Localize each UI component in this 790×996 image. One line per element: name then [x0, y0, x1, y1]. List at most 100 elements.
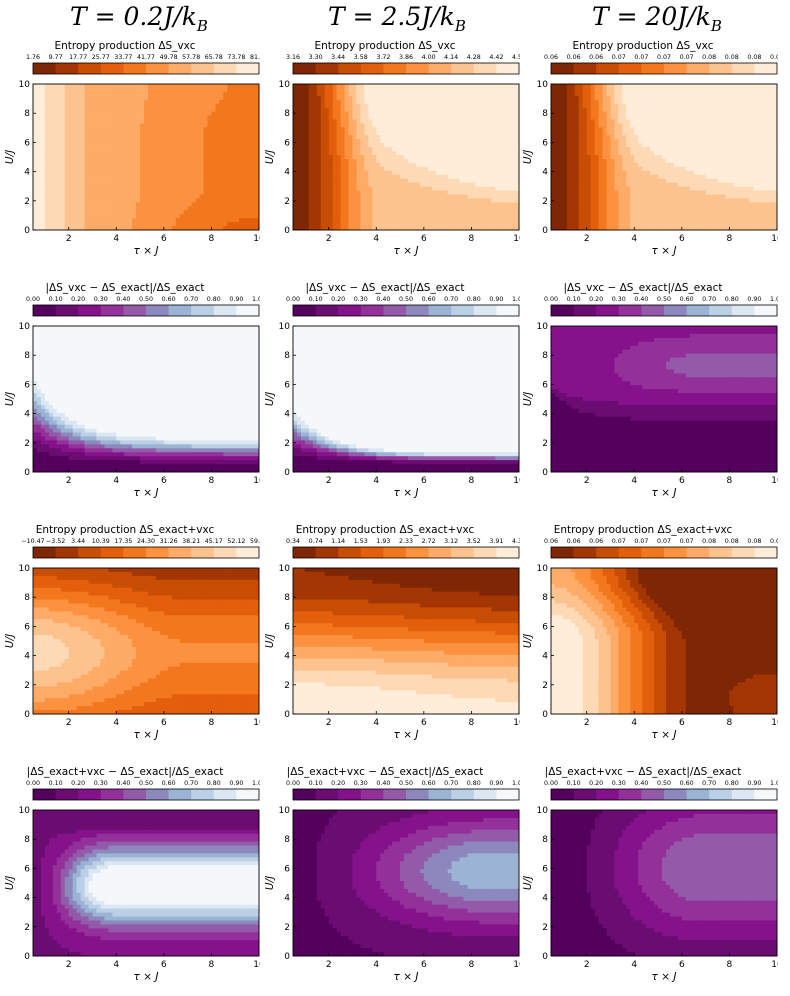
heatmap-cell: [136, 120, 140, 124]
heatmap-cell: [192, 131, 196, 135]
heatmap-cell: [757, 92, 761, 96]
heatmap-cell: [364, 143, 368, 147]
heatmap-cell: [251, 120, 255, 124]
heatmap-cell: [239, 143, 243, 147]
heatmap-cell: [607, 104, 611, 108]
heatmap-cell: [333, 131, 337, 135]
heatmap-cell: [642, 84, 646, 88]
heatmap-cell: [769, 112, 773, 116]
heatmap-cell: [309, 151, 313, 155]
heatmap-cell: [352, 112, 356, 116]
heatmap-cell: [92, 179, 96, 183]
heatmap-cell: [168, 120, 172, 124]
heatmap-cell: [144, 131, 148, 135]
heatmap-cell: [388, 191, 392, 195]
heatmap-cell: [33, 127, 37, 131]
heatmap-cell: [622, 96, 626, 100]
heatmap-cell: [444, 171, 448, 175]
heatmap-cell: [207, 100, 211, 104]
heatmap-cell: [243, 187, 247, 191]
heatmap-cell: [456, 131, 460, 135]
heatmap-cell: [293, 139, 297, 143]
heatmap-cell: [160, 218, 164, 222]
heatmap-cell: [37, 108, 41, 112]
heatmap-cell: [152, 187, 156, 191]
heatmap-cell: [503, 163, 507, 167]
heatmap-cell: [116, 100, 120, 104]
heatmap-cell: [674, 112, 678, 116]
heatmap-cell: [69, 143, 73, 147]
heatmap-cell: [467, 179, 471, 183]
heatmap-cell: [670, 112, 674, 116]
heatmap-cell: [686, 100, 690, 104]
heatmap-cell: [341, 147, 345, 151]
heatmap-cell: [432, 84, 436, 88]
heatmap-cell: [251, 147, 255, 151]
heatmap-cell: [420, 143, 424, 147]
heatmap-cell: [231, 159, 235, 163]
heatmap-cell: [491, 159, 495, 163]
heatmap-cell: [132, 159, 136, 163]
heatmap-cell: [41, 84, 45, 88]
heatmap-cell: [444, 143, 448, 147]
heatmap-cell: [104, 84, 108, 88]
heatmap-cell: [309, 88, 313, 92]
heatmap-cell: [45, 155, 49, 159]
heatmap-cell: [404, 163, 408, 167]
heatmap-cell: [309, 120, 313, 124]
heatmap-cell: [81, 163, 85, 167]
heatmap-cell: [440, 151, 444, 155]
heatmap-cell: [317, 104, 321, 108]
heatmap-cell: [297, 210, 301, 214]
heatmap-cell: [57, 194, 61, 198]
heatmap-cell: [251, 96, 255, 100]
heatmap-cell: [192, 187, 196, 191]
heatmap-cell: [329, 104, 333, 108]
heatmap-cell: [642, 123, 646, 127]
heatmap-cell: [164, 108, 168, 112]
heatmap-cell: [81, 123, 85, 127]
heatmap-cell: [595, 84, 599, 88]
heatmap-cell: [475, 88, 479, 92]
heatmap-cell: [239, 112, 243, 116]
heatmap-cell: [128, 222, 132, 226]
heatmap-cell: [168, 179, 172, 183]
heatmap-cell: [77, 100, 81, 104]
heatmap-cell: [376, 218, 380, 222]
heatmap-cell: [41, 167, 45, 171]
heatmap-cell: [321, 175, 325, 179]
heatmap-cell: [654, 120, 658, 124]
heatmap-cell: [37, 143, 41, 147]
heatmap-cell: [440, 88, 444, 92]
heatmap-cell: [37, 127, 41, 131]
heatmap-cell: [325, 163, 329, 167]
heatmap-cell: [595, 96, 599, 100]
heatmap-cell: [337, 151, 341, 155]
heatmap-cell: [73, 96, 77, 100]
heatmap-cell: [452, 151, 456, 155]
heatmap-cell: [368, 175, 372, 179]
heatmap-cell: [551, 116, 555, 120]
heatmap-cell: [313, 187, 317, 191]
heatmap-cell: [714, 92, 718, 96]
heatmap-cell: [460, 163, 464, 167]
heatmap-cell: [144, 112, 148, 116]
heatmap-cell: [440, 210, 444, 214]
heatmap-cell: [239, 123, 243, 127]
heatmap-cell: [491, 222, 495, 226]
heatmap-cell: [372, 171, 376, 175]
heatmap-cell: [372, 116, 376, 120]
heatmap-cell: [349, 139, 353, 143]
heatmap-cell: [503, 206, 507, 210]
heatmap-cell: [176, 218, 180, 222]
heatmap-cell: [136, 222, 140, 226]
heatmap-cell: [511, 116, 515, 120]
heatmap-cell: [140, 112, 144, 116]
heatmap-cell: [420, 210, 424, 214]
heatmap-cell: [116, 206, 120, 210]
heatmap-cell: [164, 222, 168, 226]
heatmap-cell: [196, 163, 200, 167]
heatmap-cell: [219, 222, 223, 226]
heatmap-cell: [45, 104, 49, 108]
heatmap-cell: [309, 96, 313, 100]
